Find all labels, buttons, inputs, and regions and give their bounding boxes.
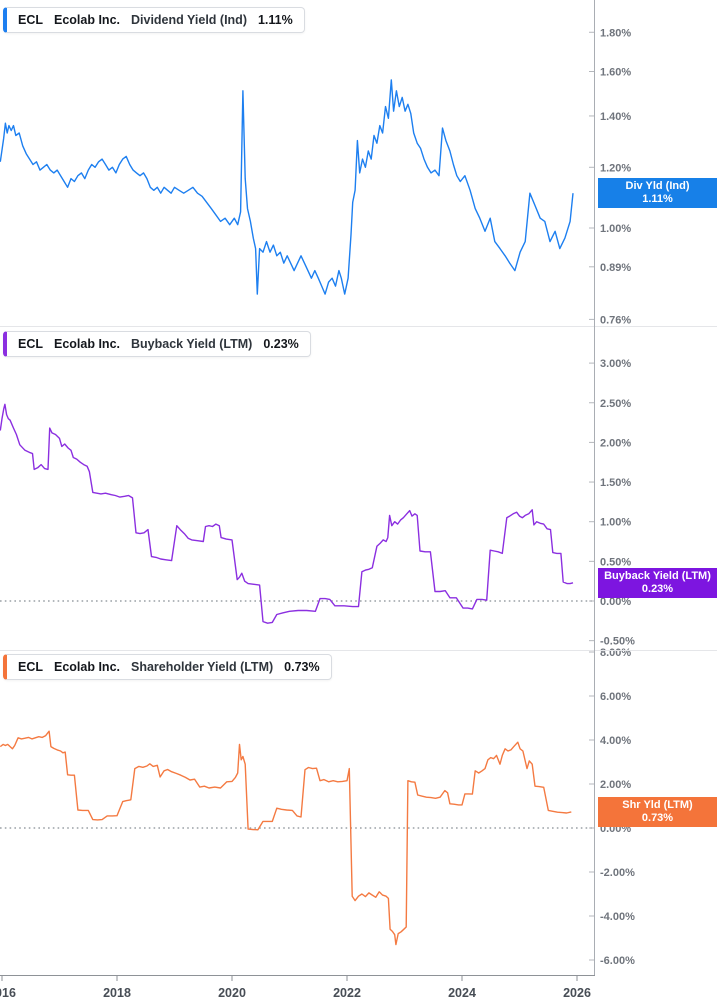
metric-value: 1.11% [257, 13, 293, 27]
badge-value: 0.73% [641, 811, 674, 824]
metric-value: 0.73% [284, 660, 320, 674]
y-tick-label: 3.00% [600, 358, 631, 370]
y-tick-label: 4.00% [600, 735, 631, 747]
right-axis-pane-2: 3.00% 2.50% 2.00% 1.50% 1.00% 0.50% 0.00% -0.50… [589, 358, 635, 648]
badge-label: Buyback Yield (LTM) [604, 569, 711, 582]
y-tick-label: -6.00% [600, 955, 635, 967]
company-name: Ecolab Inc. [54, 337, 120, 351]
badge-label: Div Yld (Ind) [625, 180, 690, 193]
ticker: ECL [18, 337, 43, 351]
y-tick-label: -0.50% [600, 636, 635, 648]
ticker: ECL [18, 13, 43, 27]
badge-label: Shr Yld (LTM) [622, 798, 693, 811]
metric-name: Dividend Yield (Ind) [131, 13, 247, 27]
y-tick-label: -2.00% [600, 867, 635, 879]
right-axis-pane-1: 1.80% 1.60% 1.40% 1.20% 1.00% 0.89% 0.76% [589, 27, 631, 326]
x-tick-label: 2026 [563, 986, 591, 1000]
x-axis: 2016 2018 2020 2022 2024 2026 [0, 975, 595, 1000]
badge-value: 1.11% [642, 193, 673, 206]
metric-value: 0.23% [263, 337, 299, 351]
y-tick-label: 0.50% [600, 556, 631, 568]
ticker: ECL [18, 660, 43, 674]
y-tick-label: -4.00% [600, 911, 635, 923]
y-tick-label: 2.50% [600, 398, 631, 410]
y-tick-label: 0.00% [600, 596, 631, 608]
y-tick-label: 1.00% [600, 223, 631, 235]
pane-3-plot[interactable] [0, 730, 595, 946]
y-tick-label: 1.50% [600, 477, 631, 489]
y-tick-label: 1.60% [600, 66, 631, 78]
metric-name: Shareholder Yield (LTM) [131, 660, 274, 674]
pane-1-plot[interactable] [0, 79, 574, 295]
y-tick-label: 8.00% [600, 647, 631, 659]
y-tick-label: 1.00% [600, 517, 631, 529]
shr-yld-axis-badge: Shr Yld (LTM) 0.73% [598, 796, 717, 827]
x-tick-label: 2024 [448, 986, 476, 1000]
div-yld-axis-badge: Div Yld (Ind) 1.11% [598, 178, 717, 209]
pane-2-plot[interactable] [0, 403, 595, 624]
buyback-yield-series-line [0, 403, 574, 624]
metric-name: Buyback Yield (LTM) [131, 337, 253, 351]
dividend-yield-series-line [0, 79, 574, 295]
pane2-legend-chip[interactable]: ECL Ecolab Inc. Buyback Yield (LTM) 0.23… [3, 331, 311, 357]
x-tick-label: 2022 [333, 986, 361, 1000]
y-tick-label: 0.89% [600, 262, 631, 274]
pane1-legend-chip[interactable]: ECL Ecolab Inc. Dividend Yield (Ind) 1.1… [3, 7, 305, 33]
badge-value: 0.23% [641, 582, 674, 595]
y-tick-label: 1.40% [600, 111, 631, 123]
shareholder-yield-series-line [0, 730, 572, 946]
company-name: Ecolab Inc. [54, 660, 120, 674]
x-tick-label: 2016 [0, 986, 16, 1000]
y-tick-label: 1.20% [600, 162, 631, 174]
buyback-yield-axis-badge: Buyback Yield (LTM) 0.23% [598, 567, 717, 598]
y-tick-label: 1.80% [600, 27, 631, 39]
y-tick-label: 2.00% [600, 437, 631, 449]
x-tick-label: 2020 [218, 986, 246, 1000]
y-tick-label: 2.00% [600, 779, 631, 791]
x-tick-label: 2018 [103, 986, 131, 1000]
pane3-legend-chip[interactable]: ECL Ecolab Inc. Shareholder Yield (LTM) … [3, 654, 332, 680]
y-tick-label: 6.00% [600, 691, 631, 703]
y-tick-label: 0.76% [600, 314, 631, 326]
company-name: Ecolab Inc. [54, 13, 120, 27]
